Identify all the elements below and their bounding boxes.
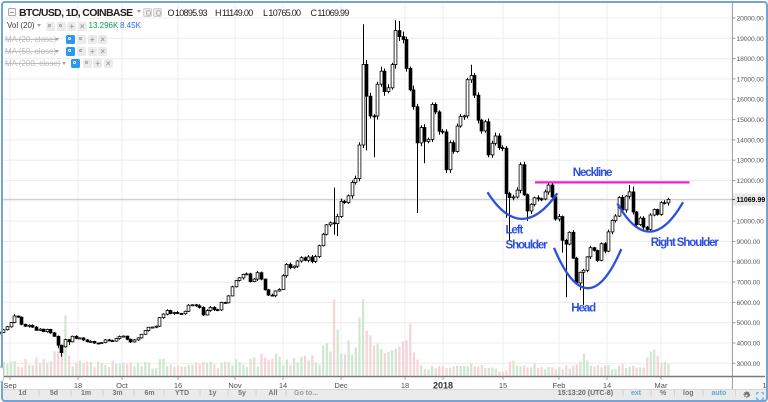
svg-text:Mar: Mar	[655, 381, 668, 390]
svg-text:15000.00: 15000.00	[737, 117, 765, 124]
svg-text:4000.00: 4000.00	[737, 341, 761, 348]
svg-text:Head: Head	[571, 303, 596, 315]
svg-text:1: 1	[762, 381, 766, 390]
svg-text:Left: Left	[506, 225, 524, 237]
svg-text:18: 18	[401, 381, 409, 390]
svg-text:6000.00: 6000.00	[737, 300, 761, 307]
svg-text:12000.00: 12000.00	[737, 178, 765, 185]
svg-text:14000.00: 14000.00	[737, 137, 765, 144]
svg-text:19000.00: 19000.00	[737, 36, 765, 43]
svg-text:18000.00: 18000.00	[737, 56, 765, 63]
svg-text:16000.00: 16000.00	[737, 97, 765, 104]
svg-text:Right Shoulder: Right Shoulder	[651, 237, 720, 249]
svg-text:11069.99: 11069.99	[737, 197, 766, 204]
svg-text:2018: 2018	[433, 381, 453, 391]
svg-text:Sep: Sep	[3, 381, 16, 390]
svg-text:16: 16	[174, 381, 182, 390]
svg-text:Oct: Oct	[116, 381, 129, 390]
svg-text:5000.00: 5000.00	[737, 320, 761, 327]
svg-text:14: 14	[603, 381, 611, 390]
svg-text:Shoulder: Shoulder	[506, 240, 549, 252]
svg-text:Dec: Dec	[334, 381, 348, 390]
svg-text:9000.00: 9000.00	[737, 239, 761, 246]
svg-text:20000.00: 20000.00	[737, 16, 765, 23]
svg-text:18: 18	[74, 381, 82, 390]
svg-text:Feb: Feb	[553, 381, 566, 390]
svg-text:3000.00: 3000.00	[737, 361, 761, 368]
svg-text:17000.00: 17000.00	[737, 76, 765, 83]
svg-text:14: 14	[279, 381, 287, 390]
svg-text:Nov: Nov	[228, 381, 242, 390]
svg-text:13000.00: 13000.00	[737, 158, 765, 165]
svg-text:8000.00: 8000.00	[737, 259, 761, 266]
svg-text:15: 15	[499, 381, 507, 390]
svg-text:7000.00: 7000.00	[737, 280, 761, 287]
svg-text:10000.00: 10000.00	[737, 219, 765, 226]
svg-text:Neckline: Neckline	[573, 167, 612, 179]
